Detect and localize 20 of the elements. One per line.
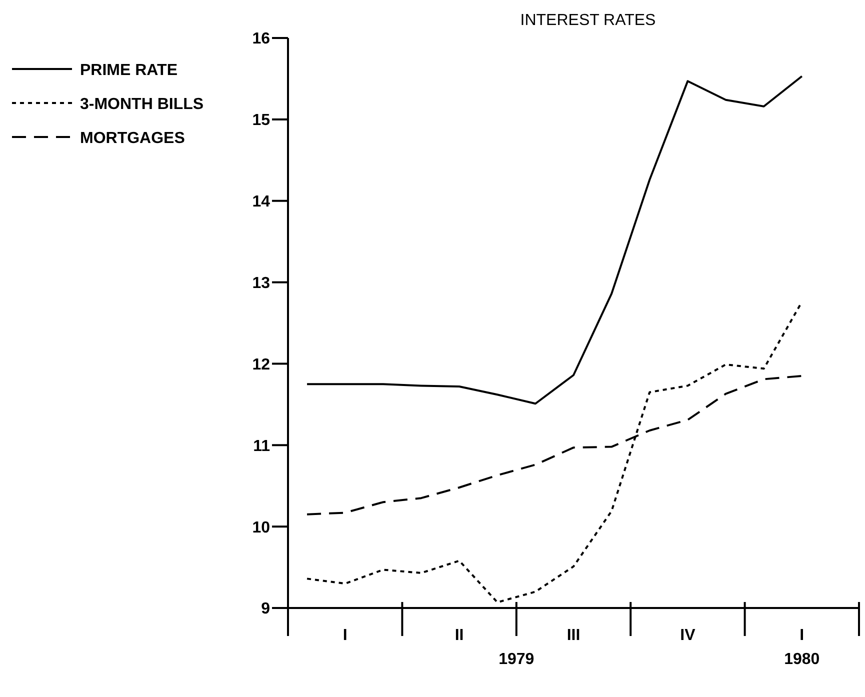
x-tick-label: III <box>566 627 580 644</box>
text: 1979 <box>498 651 534 668</box>
x-tick-label: IV <box>680 627 696 644</box>
x-tick-label: I <box>342 627 348 644</box>
x-tick-label: I <box>800 627 804 644</box>
chart-title: INTEREST RATES <box>519 12 657 30</box>
y-tick-label: 12 <box>252 356 270 374</box>
y-tick-label: 10 <box>252 519 270 536</box>
line-series <box>306 75 803 405</box>
legend-label: PRIME RATE <box>80 62 178 79</box>
y-tick-label: 15 <box>252 112 270 130</box>
x-tick-label: II <box>454 627 464 644</box>
text: 1980 <box>784 651 820 668</box>
y-tick-label: 16 <box>252 30 270 48</box>
legend-label: MORTGAGES <box>80 130 186 147</box>
legend-label: 3-MONTH BILLS <box>80 96 204 113</box>
y-tick-label: 11 <box>253 438 270 455</box>
y-tick-label: 14 <box>252 194 270 211</box>
y-tick-label: 9 <box>261 600 270 618</box>
y-tick-label: 13 <box>252 274 270 292</box>
